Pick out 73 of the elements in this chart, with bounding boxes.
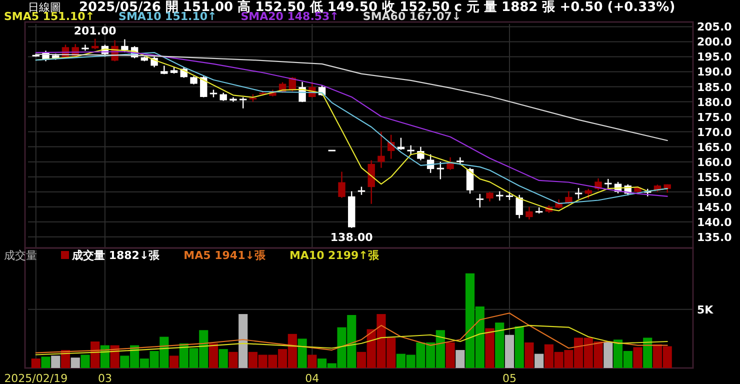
y-tick-label: 175.0 — [697, 110, 732, 124]
candlestick — [368, 160, 375, 204]
y-tick-label: 195.0 — [697, 50, 732, 64]
bar — [643, 338, 652, 368]
candlestick — [338, 171, 346, 198]
bar — [514, 326, 524, 368]
candlestick — [407, 144, 414, 156]
bar — [485, 328, 494, 368]
ref-line-label: 5K — [697, 303, 714, 316]
text: SMA60 167.07↓ — [362, 10, 462, 23]
candlestick — [516, 194, 523, 219]
candlestick — [486, 191, 494, 202]
bar — [90, 342, 100, 368]
candlestick — [446, 156, 454, 171]
y-tick-label: 200.0 — [697, 36, 732, 49]
bar — [446, 342, 455, 368]
bar — [524, 342, 534, 368]
bar — [238, 314, 248, 368]
x-tick-label: 2025/02/19 — [4, 372, 68, 384]
y-tick-label: 145.0 — [697, 200, 732, 214]
bar — [298, 338, 307, 368]
text: SMA20 148.53↑ — [240, 10, 339, 23]
bar — [495, 322, 504, 368]
legend-label: 成交量 1882↓張 — [71, 249, 161, 262]
y-tick-label: 165.0 — [697, 140, 732, 154]
line-series — [35, 54, 668, 142]
y-tick-label: 160.0 — [697, 156, 732, 169]
bar — [51, 356, 60, 368]
text: MA5 1941↓張 — [184, 249, 266, 262]
candlestick — [496, 190, 504, 202]
x-tick-label: 03 — [98, 372, 112, 384]
candlestick — [378, 131, 385, 168]
candlestick — [82, 44, 89, 52]
candlestick — [476, 193, 484, 208]
y-tick-label: 150.0 — [697, 186, 732, 199]
y-tick-label: 155.0 — [697, 170, 732, 184]
text: SMA10 151.10↑ — [118, 10, 217, 23]
y-tick-label: 135.0 — [697, 230, 732, 244]
y-tick-label: 185.0 — [697, 80, 732, 94]
candlestick — [436, 161, 444, 180]
bar — [308, 354, 317, 368]
y-tick-label: 140.0 — [697, 216, 732, 229]
text: MA10 2199↑張 — [289, 249, 380, 262]
bar — [169, 356, 179, 368]
candlestick — [466, 167, 474, 194]
bar — [31, 358, 40, 368]
x-tick-label: 05 — [502, 372, 516, 384]
bar — [70, 358, 80, 368]
candlestick — [604, 178, 612, 189]
bar — [228, 352, 238, 368]
bar — [604, 342, 613, 368]
candlestick — [526, 206, 533, 220]
bar — [633, 347, 642, 368]
annotation: 201.00 — [74, 24, 117, 38]
y-tick-label: 180.0 — [697, 96, 732, 109]
legend-title: 成交量 — [4, 249, 37, 262]
y-tick-label: 170.0 — [697, 126, 732, 139]
bar — [41, 356, 50, 368]
bar — [218, 349, 228, 368]
candlestick — [239, 96, 247, 109]
bar — [504, 334, 514, 368]
candlestick — [91, 38, 99, 50]
candlestick — [565, 190, 572, 204]
bar — [534, 354, 544, 368]
bar — [456, 350, 465, 368]
x-tick-label: 04 — [305, 372, 320, 384]
y-tick-label: 205.0 — [697, 20, 732, 34]
annotation: 138.00 — [330, 230, 374, 244]
bar — [208, 343, 218, 368]
y-tick-label: 190.0 — [697, 66, 732, 79]
candlestick — [574, 187, 582, 200]
candlestick — [200, 76, 208, 98]
bar — [80, 354, 90, 368]
